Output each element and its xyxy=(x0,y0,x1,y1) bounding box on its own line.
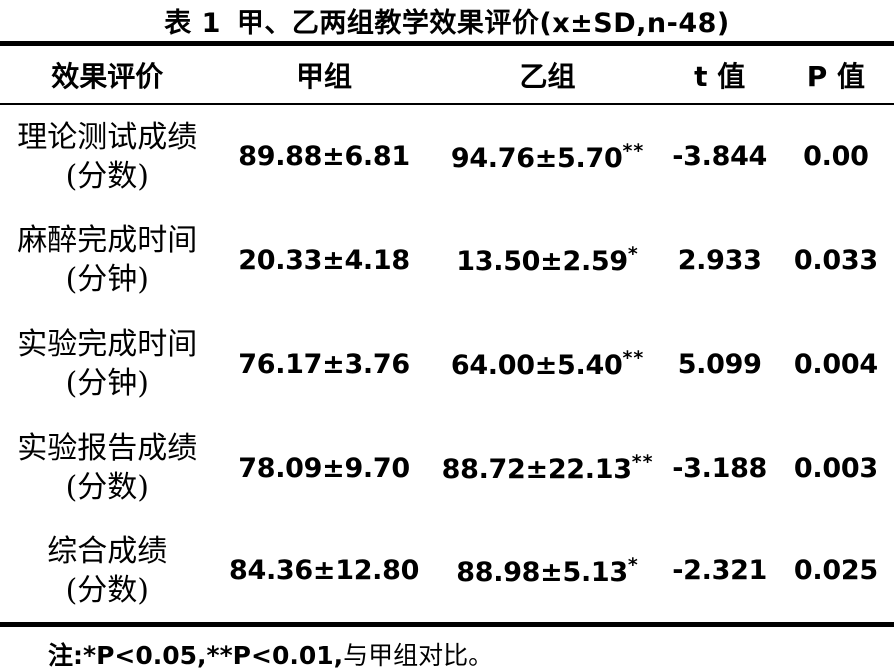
row-label-line2: (分数) xyxy=(65,572,149,608)
row-label-line1: 麻醉完成时间 xyxy=(17,223,198,258)
group-b-value: 88.98±5.13* xyxy=(434,520,662,624)
significance-marker: * xyxy=(627,553,639,576)
group-a-value: 78.09±9.70 xyxy=(238,452,410,484)
group-b-number: 13.50±2.59 xyxy=(456,246,628,277)
row-label: 麻醉完成时间 (分钟) xyxy=(0,208,215,312)
row-label-line1: 综合成绩 xyxy=(47,533,168,569)
group-a-value: 84.36±12.80 xyxy=(228,555,420,587)
col-header-group-b: 乙组 xyxy=(519,59,576,93)
col-header-p: P 值 xyxy=(806,59,866,93)
table-title: 表 1 甲、乙两组教学效果评价(x±SD,n-48) xyxy=(0,0,894,46)
row-label: 理论测试成绩 (分数) xyxy=(0,104,215,208)
significance-marker: ** xyxy=(622,139,645,162)
table-title-text: 甲、乙两组教学效果评价(x±SD,n-48) xyxy=(236,8,730,39)
row-label-line1: 实验完成时间 xyxy=(17,327,198,362)
evaluation-table: 效果评价 甲组 乙组 t 值 P 值 理论测试成绩 (分数) 89.88±6.8… xyxy=(0,46,894,627)
group-b-number: 64.00±5.40 xyxy=(450,350,623,381)
group-a-value: 76.17±3.76 xyxy=(238,348,410,380)
p-value: 0.025 xyxy=(793,555,878,587)
group-b-number: 94.76±5.70 xyxy=(450,142,623,174)
significance-marker: * xyxy=(627,243,639,265)
row-label-line2: (分数) xyxy=(65,470,149,505)
col-header-effect: 效果评价 xyxy=(51,59,164,93)
group-b-value: 13.50±2.59* xyxy=(434,208,662,312)
table-row: 理论测试成绩 (分数) 89.88±6.81 94.76±5.70** -3.8… xyxy=(0,104,894,208)
p-value: 0.033 xyxy=(793,244,878,276)
significance-marker: ** xyxy=(631,451,654,473)
footnote-comparison-text: 与甲组对比。 xyxy=(343,640,494,670)
t-value: -3.188 xyxy=(672,452,768,484)
row-label-line2: (分钟) xyxy=(65,366,149,401)
table-row: 实验完成时间 (分钟) 76.17±3.76 64.00±5.40** 5.09… xyxy=(0,312,894,416)
col-header-group-a: 甲组 xyxy=(296,59,353,93)
group-b-value: 94.76±5.70** xyxy=(434,104,662,208)
t-value: 5.099 xyxy=(677,348,762,380)
table-row: 综合成绩 (分数) 84.36±12.80 88.98±5.13* -2.321… xyxy=(0,520,894,624)
row-label: 实验报告成绩 (分数) xyxy=(0,416,215,520)
footnote-significance: 注:*P<0.05,**P<0.01, xyxy=(48,640,344,670)
table-number: 表 1 xyxy=(164,8,221,39)
t-value: 2.933 xyxy=(677,244,762,276)
table-row: 麻醉完成时间 (分钟) 20.33±4.18 13.50±2.59* 2.933… xyxy=(0,208,894,312)
row-label-line2: (分钟) xyxy=(65,262,149,297)
p-value: 0.003 xyxy=(793,452,878,484)
header-row: 效果评价 甲组 乙组 t 值 P 值 xyxy=(0,46,894,104)
table-header: 效果评价 甲组 乙组 t 值 P 值 xyxy=(0,46,894,104)
t-value: -2.321 xyxy=(672,555,768,587)
significance-marker: ** xyxy=(622,347,645,369)
row-label-line1: 理论测试成绩 xyxy=(17,119,198,155)
footnote: 注:*P<0.05,**P<0.01,与甲组对比。 xyxy=(0,627,894,672)
p-value: 0.004 xyxy=(793,348,878,380)
row-label: 综合成绩 (分数) xyxy=(0,520,215,624)
row-label-line2: (分数) xyxy=(65,158,149,194)
p-value: 0.00 xyxy=(803,141,869,172)
table-body: 理论测试成绩 (分数) 89.88±6.81 94.76±5.70** -3.8… xyxy=(0,104,894,624)
t-value: -3.844 xyxy=(672,141,768,172)
table-row: 实验报告成绩 (分数) 78.09±9.70 88.72±22.13** -3.… xyxy=(0,416,894,520)
group-a-value: 20.33±4.18 xyxy=(238,244,410,276)
group-b-number: 88.98±5.13 xyxy=(456,556,628,588)
col-header-t: t 值 xyxy=(694,59,746,93)
group-b-value: 64.00±5.40** xyxy=(434,312,662,416)
row-label: 实验完成时间 (分钟) xyxy=(0,312,215,416)
row-label-line1: 实验报告成绩 xyxy=(17,431,198,466)
group-a-value: 89.88±6.81 xyxy=(238,141,410,172)
group-b-value: 88.72±22.13** xyxy=(434,416,662,520)
group-b-number: 88.72±22.13 xyxy=(441,454,632,485)
